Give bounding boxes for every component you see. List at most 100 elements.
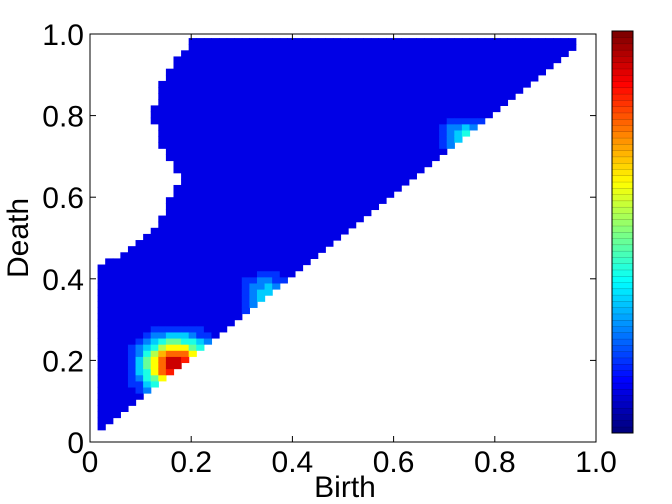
heatmap-cell xyxy=(332,209,342,217)
heatmap-cell xyxy=(143,295,152,302)
heatmap-cell xyxy=(302,233,311,241)
heatmap-cell xyxy=(165,154,175,162)
heatmap-cell xyxy=(355,56,364,64)
heatmap-cell xyxy=(181,50,190,58)
heatmap-cell xyxy=(272,258,281,266)
heatmap-cell xyxy=(310,99,319,106)
heatmap-cell xyxy=(446,99,455,106)
heatmap-cell xyxy=(279,87,288,94)
heatmap-cell xyxy=(143,301,152,308)
heatmap-cell xyxy=(302,129,311,137)
heatmap-cell xyxy=(256,227,266,235)
heatmap-cell xyxy=(363,111,372,119)
heatmap-cell xyxy=(143,344,152,351)
heatmap-cell xyxy=(219,74,228,82)
heatmap-cell xyxy=(226,111,235,119)
heatmap-cell xyxy=(287,56,296,64)
heatmap-cell xyxy=(499,80,509,88)
heatmap-cell xyxy=(234,44,243,51)
heatmap-cell xyxy=(279,74,288,82)
heatmap-cell xyxy=(530,44,539,51)
heatmap-cell xyxy=(272,160,281,168)
heatmap-cell xyxy=(234,215,243,223)
heatmap-cell xyxy=(431,87,440,94)
heatmap-cell xyxy=(325,38,334,45)
heatmap-cell xyxy=(97,411,106,419)
heatmap-cell xyxy=(272,87,281,94)
heatmap-cell xyxy=(386,111,395,119)
heatmap-cell xyxy=(393,117,402,125)
heatmap-cell xyxy=(332,123,342,131)
heatmap-cell xyxy=(499,93,509,100)
heatmap-cell xyxy=(370,62,380,70)
heatmap-cell xyxy=(165,344,175,351)
heatmap-cell xyxy=(287,227,296,235)
heatmap-cell xyxy=(211,203,220,211)
heatmap-cell xyxy=(165,289,175,296)
heatmap-cell xyxy=(211,246,220,253)
heatmap-cell xyxy=(112,289,121,296)
heatmap-cell xyxy=(272,197,281,204)
heatmap-cell xyxy=(211,282,220,290)
heatmap-cell xyxy=(219,252,228,259)
heatmap-cell xyxy=(310,62,319,70)
heatmap-cell xyxy=(386,44,395,51)
heatmap-cell xyxy=(203,289,213,296)
heatmap-cell xyxy=(507,38,516,45)
heatmap-cell xyxy=(120,331,129,339)
heatmap-cell xyxy=(105,393,114,400)
heatmap-cell xyxy=(97,374,106,382)
heatmap-cell xyxy=(97,399,106,406)
heatmap-cell xyxy=(256,105,266,113)
heatmap-cell xyxy=(181,74,190,82)
heatmap-cell xyxy=(188,295,197,302)
heatmap-cell xyxy=(234,282,243,290)
heatmap-cell xyxy=(127,393,137,400)
heatmap-cell xyxy=(279,160,288,168)
heatmap-cell xyxy=(226,227,235,235)
heatmap-cell xyxy=(279,38,288,45)
heatmap-cell xyxy=(143,331,152,339)
heatmap-cell xyxy=(211,270,220,278)
heatmap-cell xyxy=(188,160,197,168)
heatmap-cell xyxy=(454,44,463,51)
heatmap-cell xyxy=(469,38,478,45)
heatmap-cell xyxy=(219,264,228,272)
heatmap-cell xyxy=(203,233,213,241)
heatmap-cell xyxy=(211,129,220,137)
heatmap-cell xyxy=(416,44,425,51)
heatmap-cell xyxy=(219,209,228,217)
heatmap-cell xyxy=(173,246,182,253)
heatmap-cell xyxy=(234,99,243,106)
heatmap-cell xyxy=(378,166,387,174)
heatmap-cell xyxy=(431,62,440,70)
heatmap-cell xyxy=(97,393,106,400)
heatmap-cell xyxy=(112,282,121,290)
heatmap-cell xyxy=(310,87,319,94)
heatmap-cell xyxy=(522,38,531,45)
heatmap-cell xyxy=(188,80,197,88)
heatmap-cell xyxy=(241,123,250,131)
heatmap-cell xyxy=(340,136,349,143)
colorbar-swatch xyxy=(611,131,634,139)
heatmap-cell xyxy=(241,136,250,143)
heatmap-cell xyxy=(439,87,448,94)
heatmap-cell xyxy=(469,62,478,70)
heatmap-cell xyxy=(150,356,159,364)
heatmap-cell xyxy=(188,105,197,113)
heatmap-cell xyxy=(401,148,410,155)
heatmap-cell xyxy=(461,62,471,70)
heatmap-cell xyxy=(256,160,266,168)
heatmap-cell xyxy=(249,105,258,113)
heatmap-cell xyxy=(272,209,281,217)
heatmap-cell xyxy=(378,172,387,180)
heatmap-cell xyxy=(241,252,250,259)
x-axis-label: Birth xyxy=(314,471,376,504)
heatmap-cell xyxy=(256,154,266,162)
heatmap-cell xyxy=(294,227,304,235)
heatmap-cell xyxy=(325,148,334,155)
heatmap-cell xyxy=(241,301,250,308)
heatmap-cell xyxy=(401,99,410,106)
heatmap-cell xyxy=(264,270,273,278)
heatmap-cell xyxy=(499,99,509,106)
